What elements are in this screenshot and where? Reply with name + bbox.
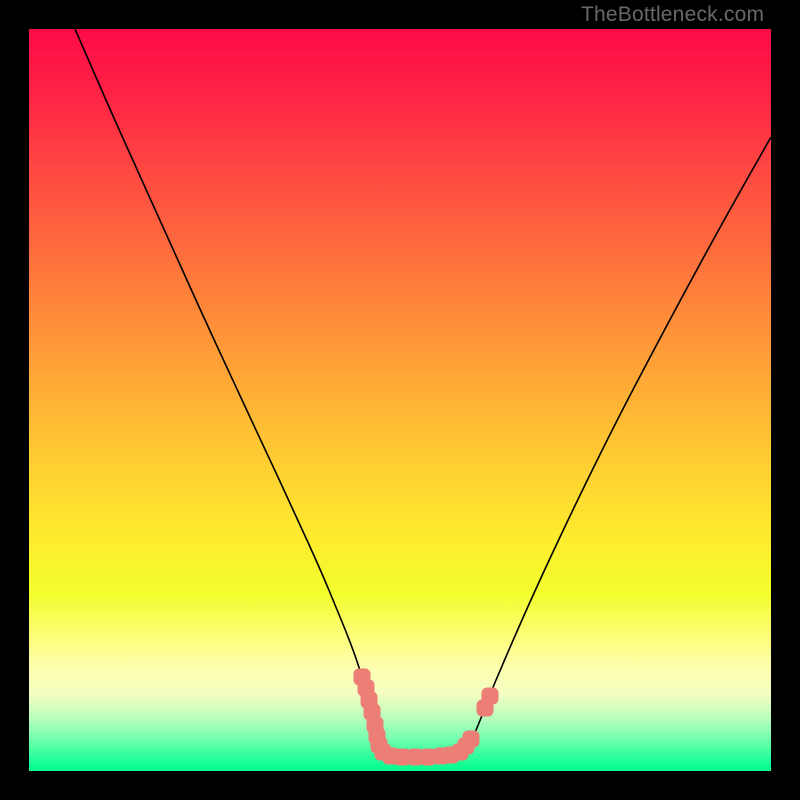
curve-marker — [463, 731, 479, 747]
chart-svg — [29, 29, 771, 771]
plot-area — [29, 29, 771, 771]
gradient-background — [29, 29, 771, 771]
curve-marker — [482, 688, 498, 704]
watermark-text: TheBottleneck.com — [581, 3, 764, 27]
